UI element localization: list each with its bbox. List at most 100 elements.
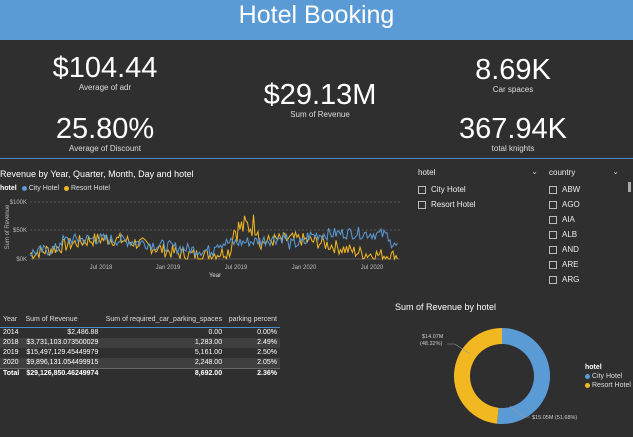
- resort-leader-line: [447, 343, 471, 355]
- kpi-revenue-label: Sum of Revenue: [290, 110, 350, 119]
- slicer-item-label: AGO: [562, 200, 580, 209]
- city-slice-label: $15.05M (51.68%): [532, 415, 577, 421]
- donut-legend-item-resort[interactable]: Resort Hotel: [585, 382, 631, 389]
- checkbox-icon[interactable]: [418, 200, 426, 209]
- x-tick: Jul 2018: [90, 265, 113, 271]
- slicer-item-country[interactable]: AIA: [549, 212, 633, 227]
- donut-svg: $14.07M (48.32%) $15.05M (51.68%): [420, 328, 577, 424]
- resort-hotel-slice[interactable]: [454, 328, 502, 424]
- checkbox-icon[interactable]: [418, 185, 426, 194]
- slicer-item-label: ARE: [562, 260, 579, 269]
- donut-legend: hotel City Hotel Resort Hotel: [585, 364, 631, 389]
- y-axis-label: Sum of Revenue: [5, 204, 11, 249]
- hotel-slicer-title: hotel: [418, 168, 436, 177]
- col-year[interactable]: Year: [0, 313, 23, 328]
- checkbox-icon[interactable]: [549, 245, 557, 254]
- revenue-donut-chart[interactable]: Sum of Revenue by hotel $14.07M (48.32%)…: [385, 296, 633, 437]
- slicer-item-label: Resort Hotel: [431, 200, 476, 209]
- slicer-item-country[interactable]: ARG: [549, 272, 633, 287]
- kpi-revenue: $29.13M Sum of Revenue: [245, 80, 395, 120]
- x-tick: Jul 2020: [361, 265, 384, 271]
- legend-city: City Hotel: [28, 185, 60, 192]
- line-chart-svg: Sum of Revenue $100K $50K $0K Jul 2018 J…: [5, 200, 400, 279]
- checkbox-icon[interactable]: [549, 260, 557, 269]
- checkbox-icon[interactable]: [549, 275, 557, 284]
- cell: $15,497,129.45449979: [26, 349, 99, 356]
- table-row: 2020 $9,896,131.054499915 2,248.00 2.05%: [0, 358, 280, 369]
- cell: 0.00%: [257, 329, 277, 336]
- header-bar: Hotel Booking: [0, 0, 633, 40]
- cell: 2020: [0, 358, 23, 369]
- kpi-adr: $104.44 Average of adr: [30, 53, 180, 93]
- cell: 2.49%: [225, 338, 280, 348]
- slicer-item-label: ABW: [562, 185, 581, 194]
- checkbox-icon[interactable]: [549, 200, 557, 209]
- donut-title: Sum of Revenue by hotel: [395, 302, 497, 312]
- cell: 2014: [3, 329, 19, 336]
- slicer-item-country[interactable]: AND: [549, 242, 633, 257]
- x-tick: Jul 2019: [225, 265, 248, 271]
- kpi-knights-label: total knights: [491, 144, 535, 153]
- cell: 2018: [0, 338, 23, 348]
- slicer-item-city-hotel[interactable]: City Hotel: [418, 182, 540, 197]
- country-scrollbar[interactable]: [628, 182, 631, 192]
- cell: 2,248.00: [101, 358, 226, 369]
- slicer-item-label: ALB: [562, 230, 578, 239]
- cell: 0.00: [208, 329, 223, 336]
- slicer-item-country[interactable]: ALB: [549, 227, 633, 242]
- country-slicer: country ⌄ ABW AGO AIA ALB AND ARE ARG: [549, 168, 633, 290]
- y-tick-50k: $50K: [13, 228, 27, 234]
- cell: 2.36%: [225, 368, 280, 379]
- legend-label: City Hotel: [592, 373, 623, 380]
- line-chart-title: Revenue by Year, Quarter, Month, Day and…: [0, 169, 194, 179]
- table-total-row: Total $29,126,850.46249974 8,692.00 2.36…: [0, 368, 280, 379]
- kpi-car-spaces-value: 8.69K: [475, 54, 551, 86]
- donut-legend-item-city[interactable]: City Hotel: [585, 373, 631, 380]
- kpi-revenue-value: $29.13M: [263, 79, 377, 111]
- city-legend-dot-icon: [585, 373, 590, 379]
- country-slicer-title: country: [549, 168, 576, 177]
- col-revenue[interactable]: Sum of Revenue: [22, 313, 102, 328]
- line-chart-legend: hotel City Hotel Resort Hotel: [0, 185, 110, 192]
- legend-label: Resort Hotel: [592, 382, 631, 389]
- slicer-item-label: City Hotel: [431, 185, 466, 194]
- cell: Total: [0, 368, 23, 379]
- resort-legend-dot-icon: [63, 185, 69, 191]
- col-parking-percent[interactable]: parking percent: [225, 313, 280, 328]
- kpi-knights: 367.94K total knights: [438, 114, 588, 154]
- chevron-down-icon[interactable]: ⌄: [531, 167, 538, 176]
- city-legend-dot-icon: [21, 185, 27, 191]
- checkbox-icon[interactable]: [549, 215, 557, 224]
- page-title: Hotel Booking: [238, 1, 395, 29]
- x-tick: Jan 2019: [156, 265, 181, 271]
- checkbox-icon[interactable]: [549, 230, 557, 239]
- slicer-item-resort-hotel[interactable]: Resort Hotel: [418, 197, 540, 212]
- y-tick-100k: $100K: [10, 200, 27, 206]
- checkbox-icon[interactable]: [549, 185, 557, 194]
- slicer-item-label: AND: [562, 245, 579, 254]
- cell: $2,486.88: [67, 329, 99, 336]
- resort-slice-label: $14.07M: [422, 334, 444, 340]
- kpi-discount: 25.80% Average of Discount: [30, 114, 180, 154]
- revenue-table: Year Sum of Revenue Sum of required_car_…: [0, 313, 285, 379]
- slicer-item-country[interactable]: AGO: [549, 197, 633, 212]
- cell: 2019: [3, 349, 19, 356]
- revenue-line-chart[interactable]: Revenue by Year, Quarter, Month, Day and…: [0, 165, 405, 285]
- table-row: 2018 $3,731,103.073500029 1,283.00 2.49%: [0, 338, 280, 348]
- resort-legend-dot-icon: [585, 382, 590, 388]
- resort-series-line: [29, 214, 398, 261]
- kpi-adr-label: Average of adr: [78, 83, 132, 92]
- hotel-slicer: hotel ⌄ City Hotel Resort Hotel: [418, 167, 540, 212]
- cell: $9,896,131.054499915: [22, 358, 102, 369]
- cell: 8,692.00: [101, 368, 226, 379]
- y-tick-0k: $0K: [16, 257, 27, 263]
- resort-slice-pct: (48.32%): [420, 341, 442, 347]
- chevron-down-icon[interactable]: ⌄: [612, 168, 619, 176]
- slicer-item-country[interactable]: ABW: [549, 182, 633, 197]
- col-parking[interactable]: Sum of required_car_parking_spaces: [101, 313, 226, 328]
- cell: 2.05%: [225, 358, 280, 369]
- city-hotel-slice[interactable]: [496, 328, 551, 424]
- slicer-item-country[interactable]: ARE: [549, 257, 633, 272]
- donut-slices: [454, 328, 551, 424]
- kpi-divider: [0, 158, 633, 159]
